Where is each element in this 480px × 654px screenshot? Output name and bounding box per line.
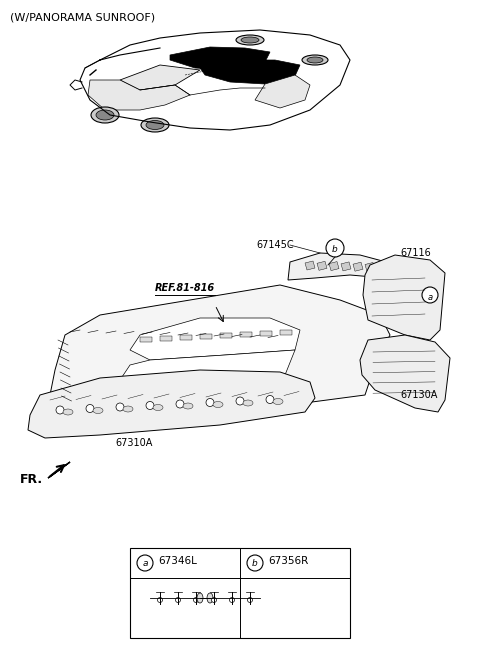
Text: 67130A: 67130A: [400, 390, 437, 400]
Ellipse shape: [197, 593, 203, 603]
Ellipse shape: [91, 107, 119, 123]
Circle shape: [247, 555, 263, 571]
Circle shape: [236, 397, 244, 405]
Ellipse shape: [153, 405, 163, 411]
Circle shape: [212, 598, 216, 602]
Text: 67310A: 67310A: [115, 438, 152, 448]
Text: FR.: FR.: [20, 473, 43, 486]
Ellipse shape: [93, 407, 103, 413]
Polygon shape: [120, 350, 295, 390]
Text: 67116: 67116: [400, 248, 431, 258]
Circle shape: [326, 239, 344, 257]
Ellipse shape: [141, 118, 169, 132]
Circle shape: [137, 555, 153, 571]
Ellipse shape: [123, 406, 133, 412]
Text: b: b: [332, 245, 338, 254]
Bar: [180, 335, 192, 340]
Bar: [200, 334, 212, 339]
Circle shape: [206, 398, 214, 407]
Circle shape: [157, 598, 163, 602]
Text: REF.81-816: REF.81-816: [155, 283, 215, 293]
Circle shape: [56, 406, 64, 414]
Ellipse shape: [207, 593, 213, 603]
Circle shape: [116, 403, 124, 411]
Polygon shape: [365, 262, 375, 271]
Polygon shape: [305, 261, 315, 270]
Ellipse shape: [96, 110, 114, 120]
Text: a: a: [142, 560, 148, 568]
Circle shape: [146, 402, 154, 409]
Ellipse shape: [183, 403, 193, 409]
Text: 67356R: 67356R: [268, 556, 308, 566]
Polygon shape: [255, 75, 310, 108]
Polygon shape: [360, 335, 450, 412]
Bar: [260, 331, 272, 336]
Polygon shape: [50, 285, 390, 430]
Ellipse shape: [243, 400, 253, 406]
Bar: [130, 548, 350, 638]
Circle shape: [248, 598, 252, 602]
Bar: [280, 330, 292, 335]
Bar: [140, 337, 152, 342]
Bar: [160, 336, 172, 341]
Polygon shape: [170, 47, 270, 70]
Circle shape: [176, 400, 184, 408]
Bar: [220, 333, 232, 338]
Ellipse shape: [213, 402, 223, 407]
Text: a: a: [427, 292, 432, 301]
Polygon shape: [48, 462, 70, 478]
Ellipse shape: [146, 120, 164, 129]
Text: (W/PANORAMA SUNROOF): (W/PANORAMA SUNROOF): [10, 12, 155, 22]
Circle shape: [422, 287, 438, 303]
Circle shape: [193, 598, 199, 602]
Ellipse shape: [241, 37, 259, 43]
Polygon shape: [317, 262, 327, 270]
Text: b: b: [252, 560, 258, 568]
Ellipse shape: [273, 398, 283, 405]
Polygon shape: [353, 262, 363, 271]
Ellipse shape: [307, 57, 323, 63]
Ellipse shape: [302, 55, 328, 65]
Circle shape: [86, 405, 94, 413]
Circle shape: [266, 396, 274, 404]
Polygon shape: [28, 370, 315, 438]
Circle shape: [176, 598, 180, 602]
Polygon shape: [200, 60, 300, 84]
Polygon shape: [288, 253, 390, 280]
Polygon shape: [329, 262, 339, 271]
Polygon shape: [120, 65, 200, 90]
Polygon shape: [88, 80, 190, 110]
Ellipse shape: [236, 35, 264, 45]
Text: 67346L: 67346L: [158, 556, 197, 566]
Circle shape: [229, 598, 235, 602]
Polygon shape: [363, 255, 445, 340]
Ellipse shape: [63, 409, 73, 415]
Polygon shape: [130, 318, 300, 360]
Text: 67145C: 67145C: [256, 240, 294, 250]
Polygon shape: [341, 262, 351, 271]
Bar: [240, 332, 252, 337]
